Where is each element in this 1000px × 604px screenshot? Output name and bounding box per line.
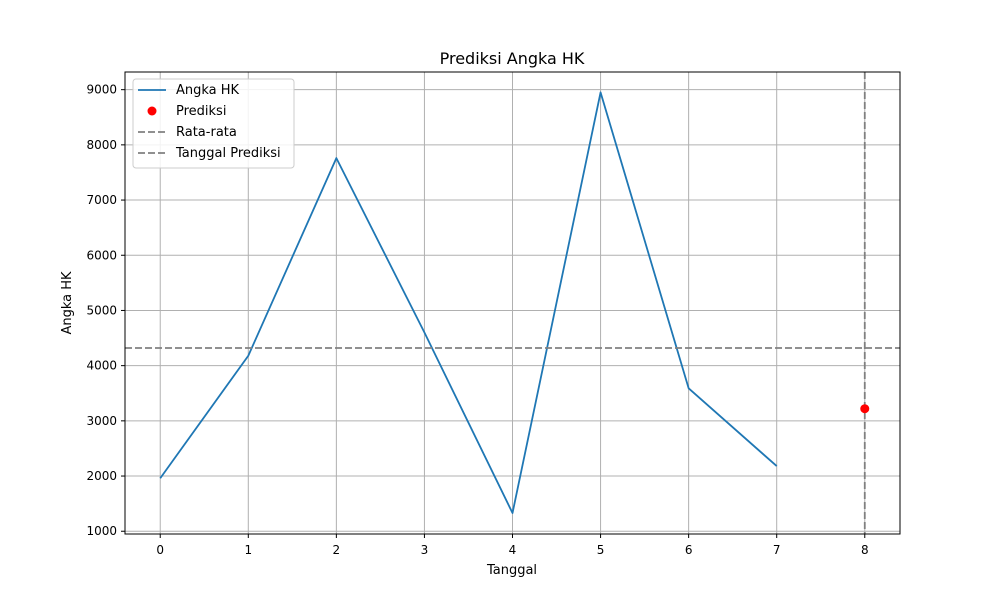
x-tick-label: 7 bbox=[773, 543, 781, 557]
grid bbox=[125, 72, 900, 534]
legend-box bbox=[132, 78, 295, 169]
y-axis: 1000 2000 3000 4000 5000 6000 7000 8000 9000 bbox=[86, 83, 125, 538]
y-tick-label: 1000 bbox=[86, 524, 117, 538]
y-tick-label: 5000 bbox=[86, 303, 117, 317]
x-axis-label: Tanggal bbox=[486, 563, 537, 578]
legend-label: Rata-rata bbox=[176, 125, 237, 140]
y-tick-label: 4000 bbox=[86, 359, 117, 373]
chart-title: Prediksi Angka HK bbox=[440, 49, 585, 68]
y-tick-label: 8000 bbox=[86, 138, 117, 152]
x-tick-label: 0 bbox=[156, 543, 164, 557]
legend-label: Angka HK bbox=[176, 83, 240, 98]
prediction-point bbox=[860, 404, 870, 414]
y-axis-label: Angka HK bbox=[60, 271, 75, 335]
x-tick-label: 5 bbox=[597, 543, 605, 557]
y-tick-label: 2000 bbox=[86, 469, 117, 483]
plot-content bbox=[125, 72, 900, 534]
legend-label: Tanggal Prediksi bbox=[175, 146, 281, 161]
x-tick-label: 4 bbox=[509, 543, 517, 557]
legend-label: Prediksi bbox=[176, 104, 226, 119]
series-line-angka-hk bbox=[159, 91, 778, 514]
legend: Angka HK Prediksi Rata-rata Tanggal Prediks… bbox=[132, 78, 295, 169]
legend-marker-point bbox=[147, 106, 157, 116]
y-tick-label: 7000 bbox=[86, 193, 117, 207]
x-tick-label: 1 bbox=[244, 543, 252, 557]
x-tick-label: 8 bbox=[861, 543, 869, 557]
y-tick-label: 3000 bbox=[86, 414, 117, 428]
x-tick-label: 6 bbox=[685, 543, 693, 557]
x-tick-label: 2 bbox=[333, 543, 341, 557]
y-tick-label: 9000 bbox=[86, 83, 117, 97]
y-tick-label: 6000 bbox=[86, 248, 117, 262]
x-tick-label: 3 bbox=[421, 543, 429, 557]
x-axis: 0 1 2 3 4 5 6 7 8 bbox=[156, 534, 869, 557]
